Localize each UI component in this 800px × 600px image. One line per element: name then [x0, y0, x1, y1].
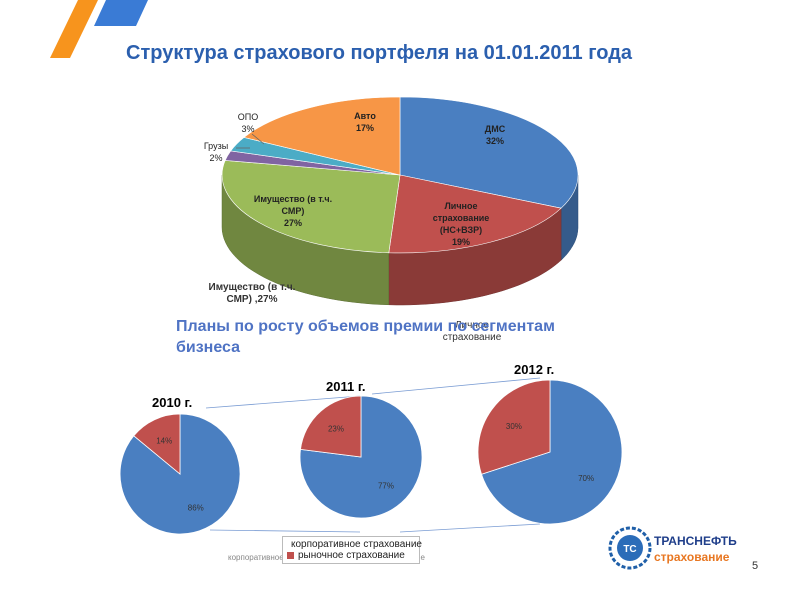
label-personal-value: 19%: [451, 237, 470, 247]
slice-корпоративное-страхование: [480, 379, 623, 525]
label-property-value: 27%: [283, 218, 302, 228]
orange-stripe: [50, 0, 98, 58]
label-property-line1: Имущество (в т.ч.: [253, 194, 333, 204]
pie-2010: 86% 14%: [119, 413, 241, 535]
label-property-line2: СМР): [281, 206, 305, 216]
label-opo: ОПО 3%: [230, 111, 266, 135]
emblem-text: ТС: [623, 544, 636, 555]
logo-text-division: страхование: [654, 550, 730, 564]
pie-2012: 70% 30%: [477, 379, 623, 525]
value-label-рыночное-страхование: 23%: [328, 425, 344, 434]
main-portfolio-pie-chart: [221, 96, 579, 306]
value-label-рыночное-страхование: 30%: [506, 422, 522, 431]
section-subtitle: Планы по росту объемов премии по сегмент…: [176, 318, 555, 356]
pie-2011: 77% 23%: [299, 395, 423, 519]
label-personal-line2: страхование: [432, 213, 490, 223]
leader-lines: [236, 133, 265, 149]
slice-авто: [243, 96, 401, 176]
blue-stripe: [94, 0, 148, 26]
year-label-2011: 2011 г.: [326, 379, 366, 394]
legend-label-corporate: корпоративное страхование: [291, 539, 422, 550]
label-property: Имущество (в т.ч. СМР) 27%: [238, 193, 348, 229]
label-opo-value: 3%: [241, 124, 255, 134]
value-label-корпоративное-страхование: 77%: [378, 481, 394, 490]
label-dms-value: 32%: [485, 136, 504, 146]
logo-text-company: ТРАНСНЕФТЬ: [654, 534, 737, 548]
legend: корпоративное страхование рыночное страх…: [282, 536, 422, 564]
value-label-рыночное-страхование: 14%: [156, 436, 172, 445]
label-cargo-name: Грузы: [203, 141, 229, 151]
slice-рыночное-страхование: [477, 379, 551, 475]
label-dms-name: ДМС: [484, 124, 506, 134]
label-personal-line1: Личное: [444, 201, 478, 211]
connector-bottom-2011-2012: [399, 523, 541, 533]
ghost-label-personal-line2: страхование: [442, 332, 502, 343]
label-auto-value: 17%: [355, 123, 374, 133]
label-cargo: Грузы 2%: [196, 140, 236, 164]
label-opo-name: ОПО: [237, 112, 259, 122]
year-label-2012: 2012 г.: [514, 362, 555, 377]
company-logo: ТС ТРАНСНЕФТЬ страхование: [608, 526, 748, 572]
slice-дмс: [399, 96, 579, 209]
emblem-core: [617, 535, 643, 561]
ghost-label-property: Имущество (в т.ч. СМР) ,27%: [192, 282, 312, 306]
value-label-корпоративное-страхование: 86%: [188, 504, 204, 513]
slice-рыночное-страхование: [133, 413, 181, 475]
value-label-корпоративное-страхование: 70%: [578, 474, 594, 483]
legend-label-market: рыночное страхование: [298, 550, 405, 561]
label-dms: ДМС 32%: [470, 123, 520, 147]
connector-bottom-2010-2011: [209, 529, 361, 533]
slice-личное-страхование-нс-взр: [388, 174, 562, 254]
label-personal-line3: (НС+ВЗР): [439, 225, 483, 235]
legend-item-market: рыночное страхование: [287, 550, 415, 561]
label-personal: Личное страхование (НС+ВЗР) 19%: [416, 200, 506, 248]
connector-top-2011-2012: [371, 377, 541, 395]
year-connector-lines: [205, 377, 541, 533]
connector-top-2010-2011: [205, 395, 361, 409]
ghost-label-personal-line1: Личное: [454, 320, 489, 331]
ghost-label-property-line1: Имущество (в т.ч.: [208, 282, 296, 293]
label-auto: Авто 17%: [340, 110, 390, 134]
ghost-label-personal: Личное страхование: [432, 320, 512, 344]
slice-рыночное-страхование: [300, 395, 362, 458]
brand-stripes-logo: [50, 0, 148, 58]
legend-item-corporate: корпоративное страхование: [287, 539, 422, 550]
label-cargo-value: 2%: [209, 153, 223, 163]
page-number: 5: [752, 560, 759, 572]
company-emblem-icon: ТС: [608, 526, 652, 570]
label-auto-name: Авто: [354, 111, 376, 121]
leader-line-opo: [251, 133, 265, 145]
year-label-2010: 2010 г.: [152, 395, 193, 410]
page-title: Структура страхового портфеля на 01.01.2…: [126, 42, 633, 64]
slice-имущество-в-т-ч-смр: [221, 160, 401, 254]
ghost-label-property-line2: СМР) ,27%: [226, 294, 278, 305]
legend-swatch-market: [287, 552, 294, 559]
